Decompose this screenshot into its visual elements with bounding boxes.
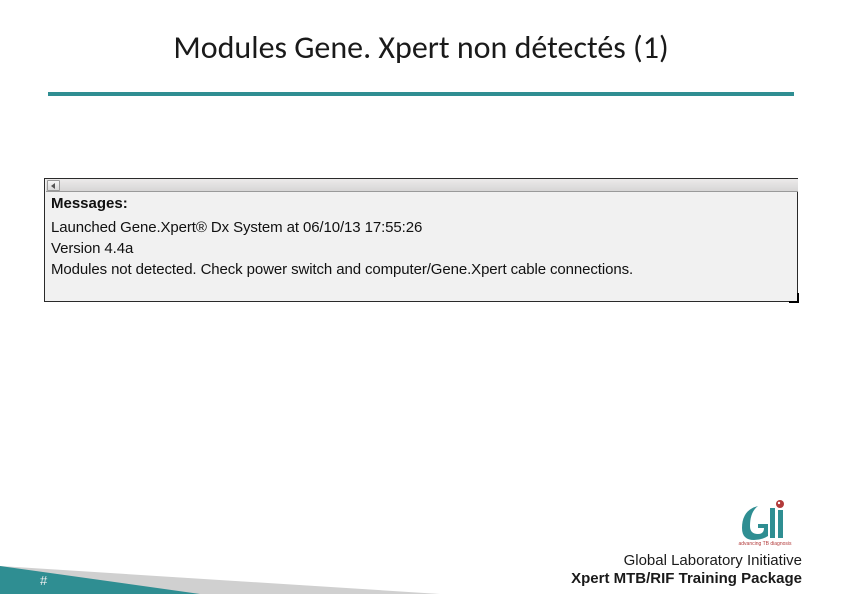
slide-number: # xyxy=(40,573,47,588)
panel-scrollbar xyxy=(46,179,798,192)
footer-wedge-teal xyxy=(0,566,200,594)
footer-line1: Global Laboratory Initiative xyxy=(571,552,802,570)
messages-heading: Messages: xyxy=(51,195,128,212)
messages-panel: Messages: Launched Gene.Xpert® Dx System… xyxy=(44,178,798,302)
slide-footer: # advancing TB diagnosis Global Laborato… xyxy=(0,518,842,594)
logo-tagline: advancing TB diagnosis xyxy=(739,541,792,546)
message-line: Modules not detected. Check power switch… xyxy=(51,259,791,280)
messages-lines: Launched Gene.Xpert® Dx System at 06/10/… xyxy=(51,217,791,280)
slide: Modules Gene. Xpert non détectés (1) Mes… xyxy=(0,0,842,594)
slide-title: Modules Gene. Xpert non détectés (1) xyxy=(0,28,842,67)
footer-line2: Xpert MTB/RIF Training Package xyxy=(571,570,802,588)
footer-text: Global Laboratory Initiative Xpert MTB/R… xyxy=(571,552,802,588)
message-line: Launched Gene.Xpert® Dx System at 06/10/… xyxy=(51,217,791,238)
message-line: Version 4.4a xyxy=(51,238,791,259)
title-underline xyxy=(48,92,794,96)
panel-corner-notch xyxy=(789,293,799,303)
scroll-left-icon xyxy=(47,180,60,191)
gli-logo: advancing TB diagnosis xyxy=(736,498,794,546)
